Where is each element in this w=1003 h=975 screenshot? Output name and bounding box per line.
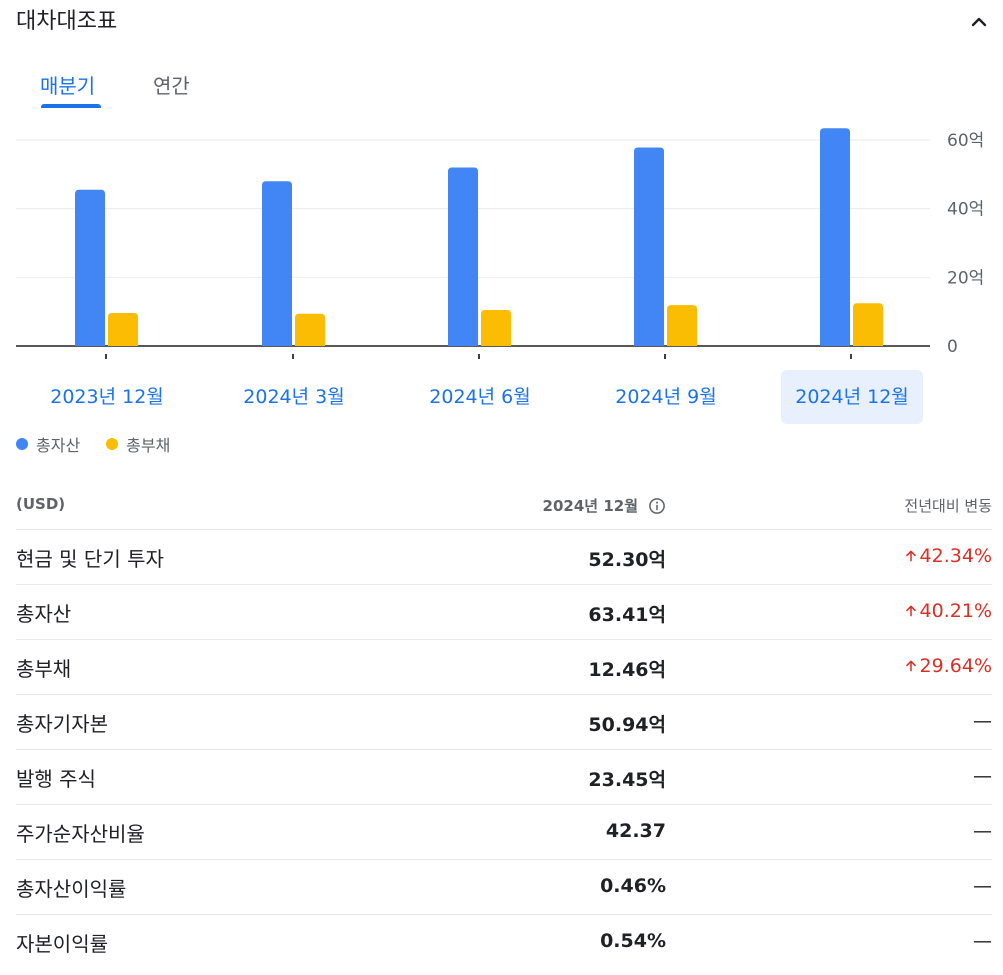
x-tick-label[interactable]: 2024년 12월 bbox=[781, 370, 923, 424]
table-row: 발행 주식 23.45억 — bbox=[16, 750, 992, 805]
table-row: 총자산이익률 0.46% — bbox=[16, 860, 992, 915]
info-icon[interactable] bbox=[648, 497, 666, 515]
yoy-change: 29.64% bbox=[904, 655, 992, 677]
yoy-change-header: 전년대비 변동 bbox=[904, 497, 992, 515]
legend-total-liabilities: 총부채 bbox=[106, 432, 170, 456]
bar-total-assets[interactable] bbox=[634, 147, 664, 346]
y-tick-label: 60억 bbox=[947, 131, 984, 151]
x-tick-label[interactable]: 2024년 3월 bbox=[243, 386, 345, 408]
bar-total-liabilities[interactable] bbox=[853, 303, 883, 346]
metric-value: 50.94억 bbox=[588, 714, 666, 736]
change-value: 29.64% bbox=[919, 655, 992, 677]
table-row: 자본이익률 0.54% — bbox=[16, 915, 992, 970]
legend-dot-yellow bbox=[106, 438, 119, 450]
change-value: 42.34% bbox=[919, 545, 992, 567]
arrow-up-icon bbox=[905, 660, 916, 672]
change-value: — bbox=[973, 820, 992, 842]
metric-value: 12.46억 bbox=[588, 659, 666, 681]
y-tick-label: 0 bbox=[947, 337, 958, 357]
table-row: 주가순자산비율 42.37 — bbox=[16, 805, 992, 860]
metric-label: 총자기자본 bbox=[16, 712, 108, 736]
period-column-header: 2024년 12월 bbox=[543, 495, 666, 516]
bar-total-assets[interactable] bbox=[448, 167, 478, 346]
change-value: — bbox=[973, 710, 992, 732]
yoy-change: — bbox=[973, 930, 992, 952]
change-value: 40.21% bbox=[919, 600, 992, 622]
arrow-up-icon bbox=[905, 605, 916, 617]
yoy-change: — bbox=[973, 820, 992, 842]
chart-legend: 총자산 총부채 bbox=[16, 432, 196, 456]
yoy-change: 40.21% bbox=[904, 600, 992, 622]
x-tick-label[interactable]: 2024년 6월 bbox=[429, 386, 531, 408]
metric-value: 23.45억 bbox=[588, 769, 666, 791]
tab-quarterly[interactable]: 매분기 bbox=[40, 74, 96, 98]
bar-total-assets[interactable] bbox=[262, 181, 292, 346]
metric-label: 발행 주식 bbox=[16, 767, 96, 791]
currency-unit: (USD) bbox=[16, 495, 66, 513]
change-value: — bbox=[973, 765, 992, 787]
active-tab-indicator bbox=[41, 104, 101, 108]
section-title: 대차대조표 bbox=[16, 9, 118, 34]
table-row: 총자산 63.41억 40.21% bbox=[16, 585, 992, 640]
table-row: 총부채 12.46억 29.64% bbox=[16, 640, 992, 695]
yoy-change: — bbox=[973, 710, 992, 732]
period-label: 2024년 12월 bbox=[542, 497, 638, 515]
legend-label: 총자산 bbox=[36, 436, 81, 455]
metric-value: 0.54% bbox=[600, 930, 666, 952]
yoy-change: — bbox=[973, 875, 992, 897]
yoy-change: 42.34% bbox=[904, 545, 992, 567]
change-value: — bbox=[973, 875, 992, 897]
legend-dot-blue bbox=[16, 438, 28, 450]
metric-label: 자본이익률 bbox=[16, 932, 108, 956]
metric-value: 0.46% bbox=[600, 875, 666, 897]
metric-label: 총부채 bbox=[16, 657, 72, 681]
table-body: 현금 및 단기 투자 52.30억 42.34% 총자산 63.41억 40.21% 총부채… bbox=[16, 530, 992, 970]
bar-total-liabilities[interactable] bbox=[481, 309, 511, 346]
legend-total-assets: 총자산 bbox=[16, 432, 80, 456]
bar-total-assets[interactable] bbox=[820, 128, 850, 346]
balance-sheet-bar-chart: 0 20억 40억 60억 bbox=[16, 128, 984, 359]
table-header: (USD) 2024년 12월 전년대비 변동 bbox=[16, 478, 992, 530]
arrow-up-icon bbox=[905, 550, 916, 562]
y-tick-label: 40억 bbox=[947, 200, 984, 220]
metric-value: 63.41억 bbox=[588, 604, 666, 626]
tab-annual[interactable]: 연간 bbox=[153, 74, 190, 98]
balance-sheet-table: (USD) 2024년 12월 전년대비 변동 현금 및 단기 투자 52.30억… bbox=[16, 478, 992, 970]
bar-total-liabilities[interactable] bbox=[295, 313, 325, 346]
y-tick-label: 20억 bbox=[947, 268, 984, 288]
x-tick-label[interactable]: 2024년 9월 bbox=[615, 386, 717, 408]
bar-total-liabilities[interactable] bbox=[667, 305, 697, 346]
metric-label: 총자산이익률 bbox=[16, 877, 127, 901]
period-labels: 2023년 12월 2024년 3월 2024년 6월 2024년 9월 2024년 1… bbox=[0, 370, 1003, 424]
yoy-change: — bbox=[973, 765, 992, 787]
change-value: — bbox=[973, 930, 992, 952]
chevron-up-icon[interactable] bbox=[967, 10, 991, 34]
metric-label: 주가순자산비율 bbox=[16, 822, 145, 846]
table-row: 총자기자본 50.94억 — bbox=[16, 695, 992, 750]
metric-value: 42.37 bbox=[605, 820, 666, 842]
metric-value: 52.30억 bbox=[588, 549, 666, 571]
x-tick-label[interactable]: 2023년 12월 bbox=[50, 386, 164, 408]
metric-label: 총자산 bbox=[16, 602, 72, 626]
table-row: 현금 및 단기 투자 52.30억 42.34% bbox=[16, 530, 992, 585]
balance-sheet-header: 대차대조표 bbox=[16, 0, 991, 40]
bar-total-assets[interactable] bbox=[75, 189, 105, 346]
bar-total-liabilities[interactable] bbox=[108, 313, 138, 346]
legend-label: 총부채 bbox=[126, 436, 171, 455]
metric-label: 현금 및 단기 투자 bbox=[16, 547, 164, 571]
